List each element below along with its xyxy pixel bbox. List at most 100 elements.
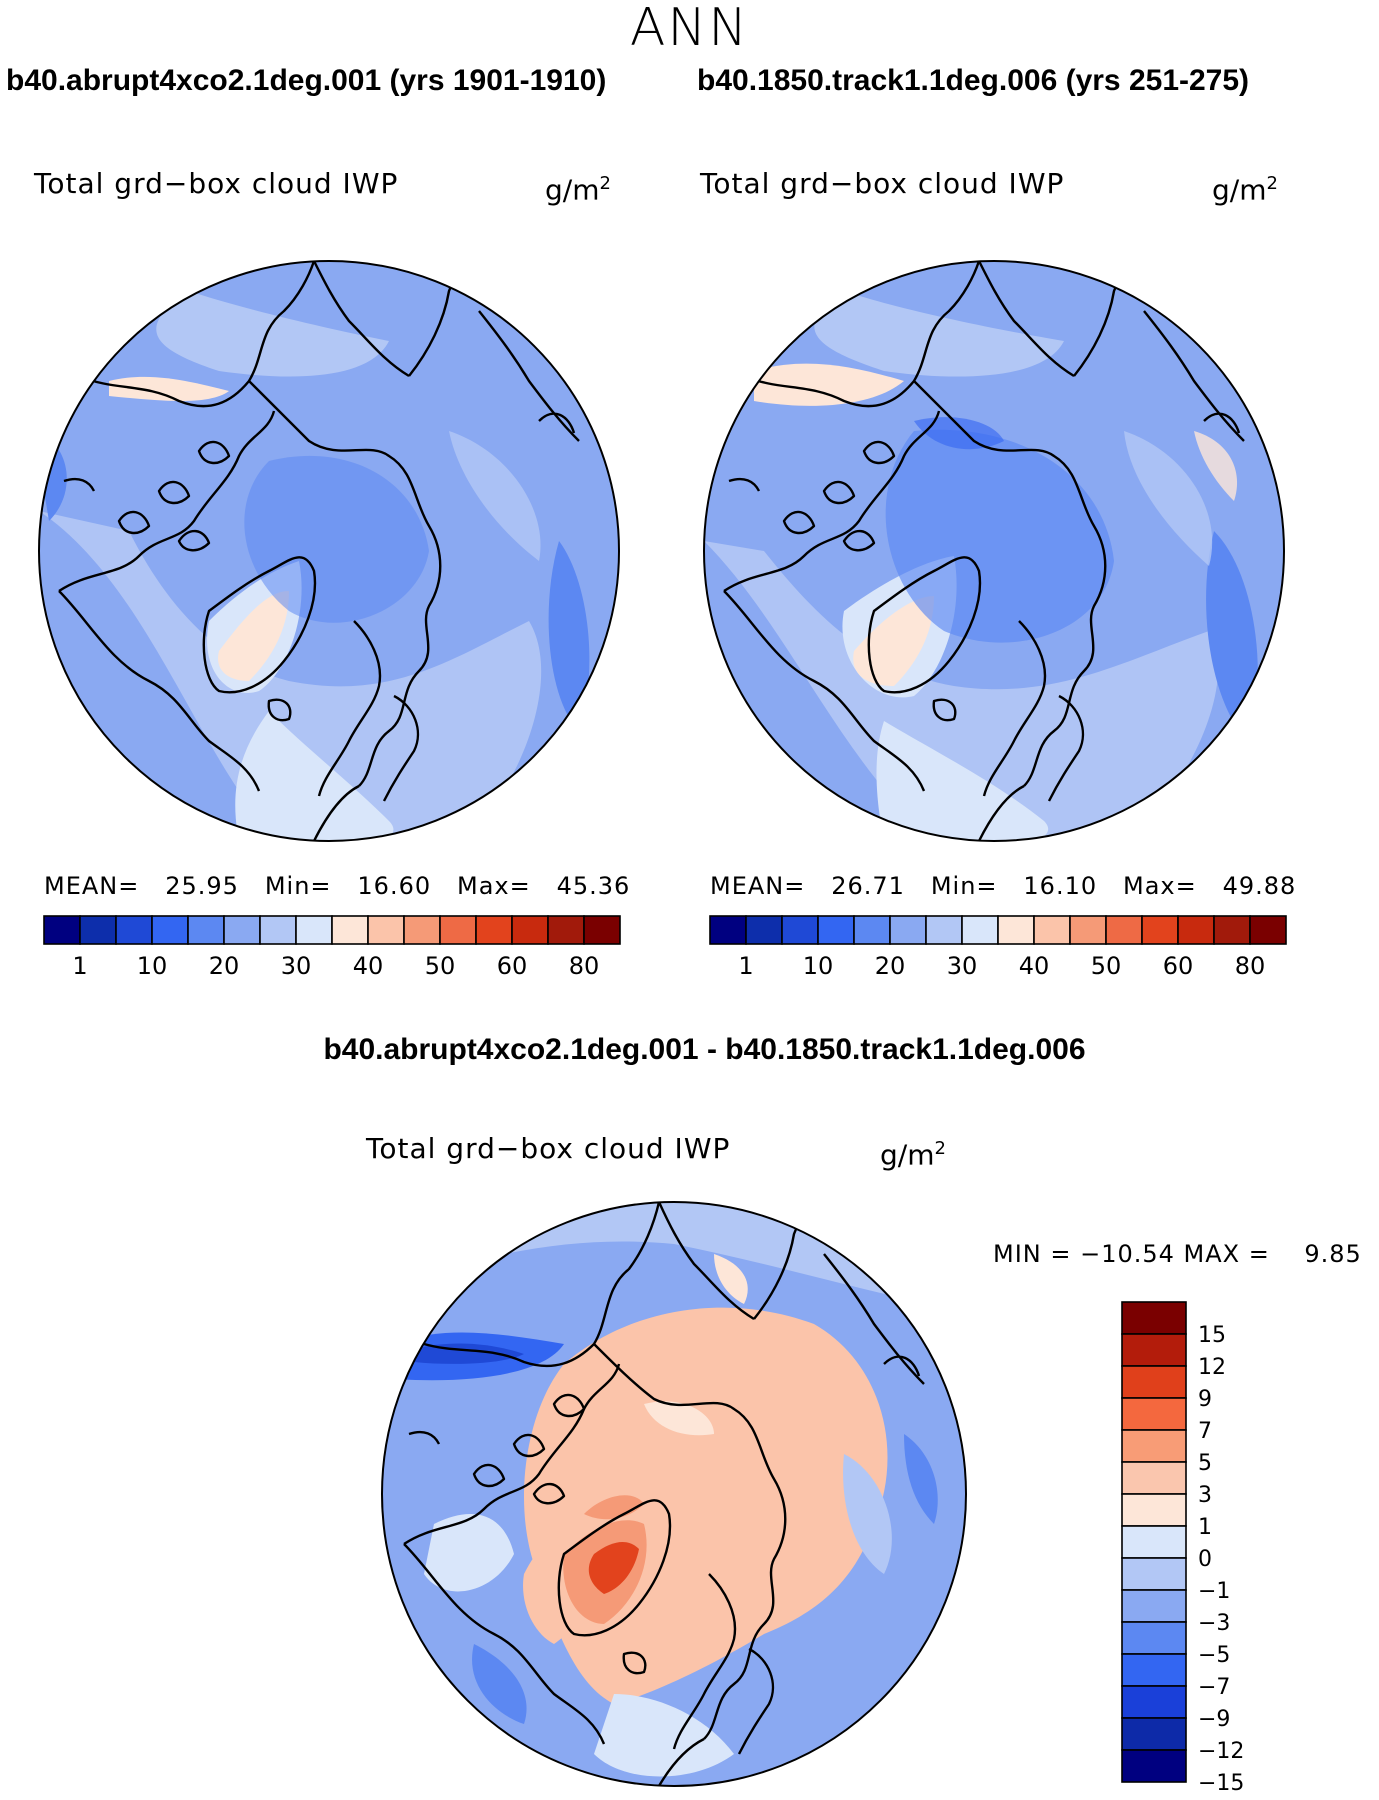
- case-field-siberia-orange: [109, 376, 229, 401]
- control-colorbar-label: 30: [947, 952, 978, 980]
- difference-units: g/m2: [880, 1138, 946, 1172]
- control-field-arctic-dark: [914, 417, 1004, 450]
- difference-colorbar-label: 5: [1198, 1451, 1212, 1476]
- difference-colorbar-label: 3: [1198, 1483, 1212, 1508]
- control-variable-name: Total grd−box cloud IWP: [700, 167, 1065, 200]
- case-colorbar-box: [583, 915, 621, 945]
- case-colorbar-label: 60: [497, 952, 528, 980]
- case-colorbar-box: [295, 915, 333, 945]
- case-colorbar-box: [403, 915, 441, 945]
- control-colorbar-box: [997, 915, 1035, 945]
- case-colorbar-box: [43, 915, 81, 945]
- difference-field-baffin-orange: [584, 1495, 644, 1520]
- difference-stats: MIN = −10.54 MAX = 9.85: [993, 1240, 1362, 1268]
- difference-field-pacific-mid: [904, 1434, 938, 1524]
- control-colorbar-box: [925, 915, 963, 945]
- control-field-pacific-mid: [1206, 531, 1258, 741]
- case-field-greenland-orange: [218, 591, 289, 681]
- difference-field-pole-pale: [644, 1401, 714, 1436]
- case-polar-map: [38, 260, 620, 842]
- difference-field-canada-pale: [424, 1514, 514, 1592]
- control-polar-map: [703, 260, 1285, 842]
- case-run-title: b40.abrupt4xco2.1deg.001 (yrs 1901-1910): [6, 64, 607, 97]
- difference-polar-map: [381, 1201, 967, 1787]
- difference-colorbar-label: −7: [1198, 1675, 1230, 1700]
- difference-colorbar-label: 9: [1198, 1387, 1212, 1412]
- case-units: g/m2: [545, 173, 611, 207]
- control-field-pale-atlantic: [876, 721, 1048, 841]
- difference-colorbar-box: [1121, 1493, 1187, 1527]
- case-colorbar-box: [331, 915, 369, 945]
- figure-title: ANN: [629, 0, 750, 58]
- case-colorbar-box: [511, 915, 549, 945]
- difference-colorbar-label: 0: [1198, 1547, 1212, 1572]
- case-colorbar-label: 10: [137, 952, 168, 980]
- case-map-border: [38, 260, 620, 842]
- control-colorbar-box: [1105, 915, 1143, 945]
- case-colorbar-box: [187, 915, 225, 945]
- difference-colorbar-box: [1121, 1429, 1187, 1463]
- control-units: g/m2: [1212, 173, 1278, 207]
- difference-colorbar-box: [1121, 1589, 1187, 1623]
- control-field-light-band: [704, 541, 1219, 841]
- case-field-siberia-light: [156, 291, 389, 377]
- difference-colorbar-box: [1121, 1621, 1187, 1655]
- case-colorbar-box: [367, 915, 405, 945]
- control-colorbar-box: [889, 915, 927, 945]
- case-colorbar-box: [547, 915, 585, 945]
- control-colorbar-box: [853, 915, 891, 945]
- difference-colorbar-label: 12: [1198, 1355, 1226, 1380]
- difference-field-europe-pale: [594, 1694, 734, 1777]
- control-colorbar-box: [1213, 915, 1251, 945]
- difference-colorbar-box: [1121, 1397, 1187, 1431]
- difference-colorbar-label: −12: [1198, 1739, 1244, 1764]
- difference-title: b40.abrupt4xco2.1deg.001 - b40.1850.trac…: [323, 1033, 1086, 1066]
- case-colorbar-label: 30: [281, 952, 312, 980]
- case-field-pacific-mid: [548, 541, 590, 731]
- difference-colorbar-box: [1121, 1333, 1187, 1367]
- case-coastlines: [58, 261, 580, 841]
- difference-colorbar-label: −1: [1198, 1579, 1230, 1604]
- control-colorbar-label: 1: [738, 952, 753, 980]
- case-colorbar-label: 50: [425, 952, 456, 980]
- case-colorbar-label: 20: [209, 952, 240, 980]
- difference-colorbar-label: −3: [1198, 1611, 1230, 1636]
- control-colorbar-label: 40: [1019, 952, 1050, 980]
- control-field-pacific-orange: [1194, 431, 1238, 501]
- control-colorbar-box: [1141, 915, 1179, 945]
- case-field-arctic-mid: [244, 455, 429, 623]
- control-colorbar-box: [1249, 915, 1287, 945]
- case-colorbar-box: [259, 915, 297, 945]
- difference-colorbar-box: [1121, 1749, 1187, 1783]
- difference-colorbar-box: [1121, 1365, 1187, 1399]
- control-map-border: [703, 260, 1285, 842]
- control-colorbar-box: [817, 915, 855, 945]
- difference-coastlines: [403, 1202, 925, 1786]
- difference-colorbar-box: [1121, 1685, 1187, 1719]
- case-colorbar-box: [79, 915, 117, 945]
- control-field-greenland-orange: [853, 596, 934, 686]
- control-colorbar-box: [961, 915, 999, 945]
- case-colorbar: 1 10 20 30 40 50 60 80: [43, 915, 621, 980]
- case-field-light-band: [39, 511, 542, 839]
- case-colorbar-box: [115, 915, 153, 945]
- case-colorbar-label: 1: [72, 952, 87, 980]
- case-colorbar-box: [439, 915, 477, 945]
- control-field-siberia-orange: [754, 363, 904, 406]
- case-colorbar-box: [151, 915, 189, 945]
- control-coastlines: [723, 261, 1245, 841]
- control-colorbar-label: 20: [875, 952, 906, 980]
- control-colorbar-label: 80: [1235, 952, 1266, 980]
- difference-colorbar-box: [1121, 1301, 1187, 1335]
- control-stats: MEAN= 26.71 Min= 16.10 Max= 49.88: [710, 872, 1297, 900]
- difference-field-beaufort-pale: [714, 1254, 748, 1304]
- difference-colorbar-box: [1121, 1717, 1187, 1751]
- control-colorbar: 1 10 20 30 40 50 60 80: [709, 915, 1287, 980]
- control-field-arctic-mid: [885, 429, 1114, 643]
- difference-colorbar-label: −15: [1198, 1771, 1244, 1796]
- control-colorbar-box: [1069, 915, 1107, 945]
- case-colorbar-label: 80: [569, 952, 600, 980]
- case-colorbar-box: [475, 915, 513, 945]
- control-colorbar-label: 50: [1091, 952, 1122, 980]
- difference-field-asia-light: [843, 1454, 892, 1574]
